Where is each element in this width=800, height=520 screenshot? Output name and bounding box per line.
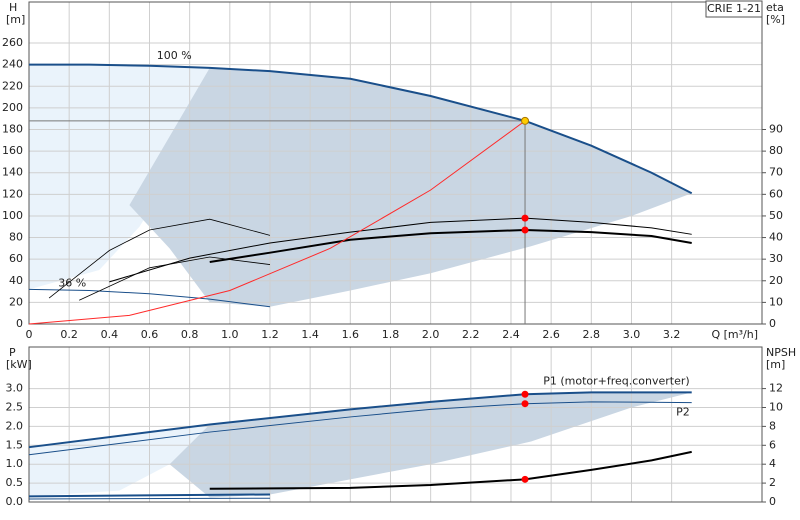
y-tick-label: 0.5 <box>6 476 24 489</box>
y2-tick-label: 12 <box>769 382 783 395</box>
x-tick-label: 1.6 <box>342 328 360 341</box>
y-tick-label: 120 <box>2 187 23 200</box>
y-tick-label: 2.5 <box>6 400 24 413</box>
y2-tick-label: 70 <box>769 166 783 179</box>
y2-tick-label: 10 <box>769 295 783 308</box>
y-axis-title: P <box>9 346 16 359</box>
y-tick-label: 240 <box>2 58 23 71</box>
y2-tick-label: 10 <box>769 400 783 413</box>
series-line <box>28 497 270 500</box>
series-line <box>28 288 271 308</box>
x-tick-label: 2.4 <box>502 328 520 341</box>
y-tick-label: 40 <box>9 274 23 287</box>
x-tick-label: 1.0 <box>221 328 239 341</box>
y2-tick-label: 6 <box>769 438 776 451</box>
series-label: 36 % <box>58 277 86 290</box>
series-line <box>28 493 270 498</box>
x-tick-label: 1.4 <box>301 328 319 341</box>
y-tick-label: 200 <box>2 101 23 114</box>
series-line <box>28 120 526 325</box>
x-tick-label: 2.6 <box>542 328 560 341</box>
y2-tick-label: 2 <box>769 476 776 489</box>
y-tick-label: 1.0 <box>6 457 24 470</box>
y-tick-label: 0.0 <box>6 495 24 508</box>
y-tick-label: 260 <box>2 36 23 49</box>
x-tick-label: 1.2 <box>261 328 279 341</box>
product-label: CRIE 1-21 <box>707 2 761 15</box>
y2-tick-label: 20 <box>769 274 783 287</box>
series-line <box>209 228 692 263</box>
x-tick-label: 2.2 <box>462 328 480 341</box>
y-tick-label: 60 <box>9 252 23 265</box>
duty-point <box>521 226 529 234</box>
y-axis-unit: [kW] <box>6 358 32 371</box>
x-tick-label: 3.2 <box>663 328 681 341</box>
x-tick-label: 2.8 <box>583 328 601 341</box>
y2-axis-title: NPSH <box>766 346 796 359</box>
series-label: P1 (motor+freq.converter) <box>543 374 690 387</box>
y-tick-label: 20 <box>9 295 23 308</box>
plot-frame <box>28 346 763 503</box>
product-box <box>705 0 763 18</box>
duty-point <box>521 400 529 408</box>
series-line <box>28 391 692 449</box>
y-tick-label: 220 <box>2 79 23 92</box>
y2-tick-label: 80 <box>769 144 783 157</box>
x-tick-label: 0.2 <box>60 328 78 341</box>
y-axis-unit: [m] <box>6 13 25 26</box>
y-tick-label: 160 <box>2 144 23 157</box>
y2-tick-label: 90 <box>769 123 783 136</box>
y2-axis-unit: [%] <box>766 13 785 26</box>
series-line <box>79 256 271 301</box>
y-axis-title: H <box>9 1 17 14</box>
x-tick-label: 1.8 <box>382 328 400 341</box>
series-line <box>28 401 692 456</box>
y2-tick-label: 0 <box>769 317 776 330</box>
x-tick-label: 3.0 <box>623 328 641 341</box>
y-tick-label: 0 <box>16 317 23 330</box>
x-axis-title: Q [m³/h] <box>711 328 758 341</box>
y-tick-label: 1.5 <box>6 438 24 451</box>
y-tick-label: 100 <box>2 209 23 222</box>
y2-tick-label: 60 <box>769 187 783 200</box>
y2-axis-unit: [m] <box>766 358 785 371</box>
y2-tick-label: 40 <box>769 231 783 244</box>
y-tick-label: 2.0 <box>6 419 24 432</box>
series-line <box>29 63 693 195</box>
series-label: P2 <box>676 406 690 419</box>
y2-tick-label: 50 <box>769 209 783 222</box>
series-line <box>109 217 692 283</box>
y2-tick-label: 30 <box>769 252 783 265</box>
duty-point <box>521 116 530 125</box>
series-line <box>48 218 271 299</box>
y-tick-label: 80 <box>9 231 23 244</box>
series-label: 100 % <box>157 49 192 62</box>
duty-point <box>521 390 529 398</box>
y2-axis-title: eta <box>766 1 784 14</box>
y-tick-label: 180 <box>2 123 23 136</box>
x-tick-label: 0 <box>26 328 33 341</box>
x-tick-label: 0.6 <box>141 328 159 341</box>
y2-tick-label: 8 <box>769 419 776 432</box>
y2-tick-label: 0 <box>769 495 776 508</box>
x-tick-label: 0.8 <box>181 328 199 341</box>
duty-point <box>521 475 529 483</box>
x-tick-label: 0.4 <box>101 328 119 341</box>
x-tick-label: 2.0 <box>422 328 440 341</box>
y-tick-label: 140 <box>2 166 23 179</box>
plot-frame <box>28 1 763 325</box>
duty-point <box>521 214 529 222</box>
y-tick-label: 3.0 <box>6 382 24 395</box>
y2-tick-label: 4 <box>769 457 776 470</box>
